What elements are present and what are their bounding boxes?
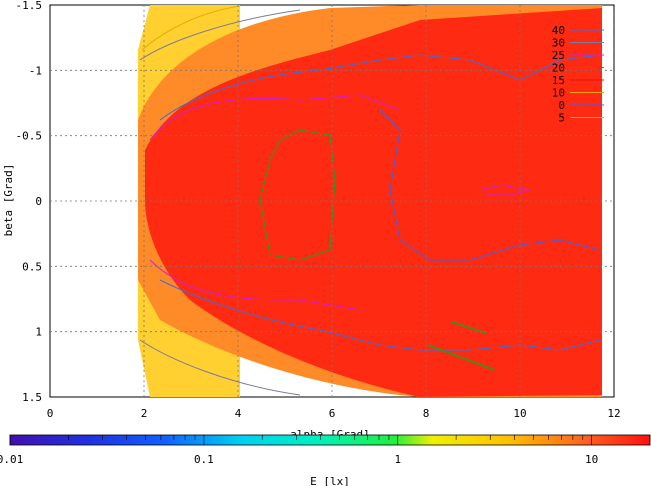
x-tick-label: 4	[235, 407, 242, 420]
colorbar-tick-label: 0.1	[194, 453, 214, 466]
x-tick-label: 6	[329, 407, 336, 420]
x-tick-labels: 0 2 4 6 8 10 12	[47, 407, 621, 420]
x-tick-label: 12	[607, 407, 620, 420]
contour-25-fragment	[479, 184, 531, 196]
contour-40	[159, 54, 601, 121]
colorbar	[9, 434, 651, 446]
contour-0-inner	[379, 109, 601, 261]
contour-5	[141, 5, 241, 51]
colorbar-tick-label: 10	[585, 453, 598, 466]
contour-40-lower	[159, 279, 601, 351]
colorbar-tick-label: 1	[394, 453, 401, 466]
colorbar-ticks: 0.01 0.1 1 10	[0, 435, 651, 466]
contour-20-fragment-2	[427, 344, 496, 371]
y-tick-label: 1.5	[22, 391, 42, 404]
legend-label: 20	[552, 62, 565, 75]
colorbar-tick-label: 0.01	[0, 453, 23, 466]
y-axis-label: beta [Grad]	[2, 164, 15, 237]
contour-30	[139, 9, 301, 396]
x-tick-label: 0	[47, 407, 54, 420]
x-tick-label: 2	[141, 407, 148, 420]
legend-label: 25	[552, 49, 565, 62]
legend-label: 40	[552, 24, 565, 37]
y-tick-label: -1	[29, 64, 42, 77]
legend-label: 0	[558, 99, 565, 112]
y-tick-label: 1	[35, 326, 42, 339]
contour-20	[259, 129, 336, 261]
legend-label: 5	[558, 112, 565, 125]
x-tick-label: 8	[423, 407, 430, 420]
y-tick-label: -0.5	[16, 130, 43, 143]
grid-lines	[50, 5, 614, 397]
y-tick-labels: -1.5 -1 -0.5 0 0.5 1 1.5	[16, 0, 43, 404]
y-tick-label: -1.5	[16, 0, 43, 12]
contour-20-fragment-1	[451, 321, 487, 334]
y-tick-label: 0	[35, 195, 42, 208]
contour-25	[149, 94, 401, 311]
heat-jagged-edge	[602, 8, 614, 397]
colorbar-label: E [lx]	[310, 475, 350, 486]
x-tick-label: 10	[513, 407, 526, 420]
legend-label: 15	[552, 74, 565, 87]
legend-label: 10	[552, 87, 565, 100]
legend-label: 30	[552, 37, 565, 50]
y-tick-label: 0.5	[22, 260, 42, 273]
